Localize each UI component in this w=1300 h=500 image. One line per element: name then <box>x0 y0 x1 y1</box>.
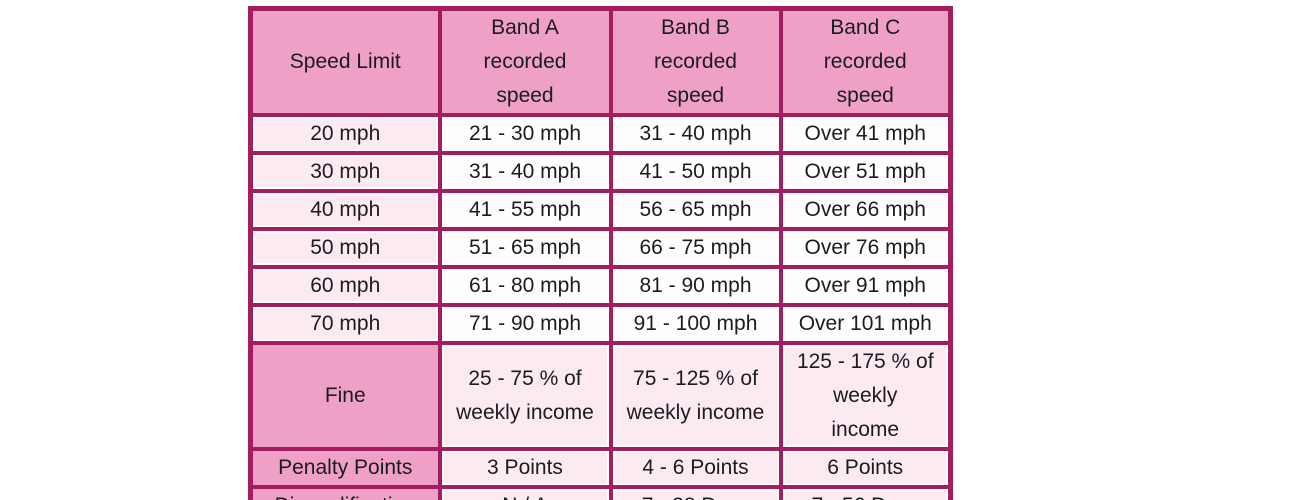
band-a-cell: 41 - 55 mph <box>437 189 613 231</box>
header-band-a: Band A recorded speed <box>437 6 613 117</box>
band-b-cell: 75 - 125 % of weekly income <box>608 341 783 451</box>
band-b-cell: 66 - 75 mph <box>608 227 783 269</box>
band-a-cell: 25 - 75 % of weekly income <box>437 341 613 451</box>
band-c-cell: Over 101 mph <box>778 303 953 345</box>
band-a-cell: 51 - 65 mph <box>437 227 613 269</box>
penalty-points-row: Penalty Points 3 Points 4 - 6 Points 6 P… <box>248 447 953 489</box>
band-c-cell: Over 41 mph <box>778 113 953 155</box>
speed-limit-cell: 20 mph <box>248 113 442 155</box>
band-a-cell: 3 Points <box>437 447 613 489</box>
band-a-cell: 21 - 30 mph <box>437 113 613 155</box>
band-b-cell: 7 - 28 Days <box>608 485 783 500</box>
speed-row-50: 50 mph 51 - 65 mph 66 - 75 mph Over 76 m… <box>248 227 953 269</box>
header-speed-limit: Speed Limit <box>248 6 442 117</box>
header-row: Speed Limit Band A recorded speed Band B… <box>248 6 953 117</box>
band-b-cell: 91 - 100 mph <box>608 303 783 345</box>
speed-limit-cell: 50 mph <box>248 227 442 269</box>
band-a-cell: 71 - 90 mph <box>437 303 613 345</box>
band-c-cell: Over 76 mph <box>778 227 953 269</box>
speed-limit-cell: 40 mph <box>248 189 442 231</box>
speed-row-40: 40 mph 41 - 55 mph 56 - 65 mph Over 66 m… <box>248 189 953 231</box>
speed-limit-cell: 30 mph <box>248 151 442 193</box>
fine-row: Fine 25 - 75 % of weekly income 75 - 125… <box>248 341 953 451</box>
header-band-c: Band C recorded speed <box>778 6 953 117</box>
disqualification-label: Disqualification <box>248 485 442 500</box>
fine-label: Fine <box>248 341 442 451</box>
band-c-cell: 7 - 56 Days <box>778 485 953 500</box>
speed-limit-cell: 70 mph <box>248 303 442 345</box>
band-b-cell: 41 - 50 mph <box>608 151 783 193</box>
penalty-points-label: Penalty Points <box>248 447 442 489</box>
disqualification-row: Disqualification N / A 7 - 28 Days 7 - 5… <box>248 485 953 500</box>
band-c-cell: Over 51 mph <box>778 151 953 193</box>
band-c-cell: 125 - 175 % of weekly income <box>778 341 953 451</box>
speed-limit-cell: 60 mph <box>248 265 442 307</box>
band-c-cell: Over 91 mph <box>778 265 953 307</box>
band-b-cell: 4 - 6 Points <box>608 447 783 489</box>
band-a-cell: 31 - 40 mph <box>437 151 613 193</box>
speed-row-20: 20 mph 21 - 30 mph 31 - 40 mph Over 41 m… <box>248 113 953 155</box>
band-b-cell: 56 - 65 mph <box>608 189 783 231</box>
band-a-cell: N / A <box>437 485 613 500</box>
band-a-cell: 61 - 80 mph <box>437 265 613 307</box>
speed-row-30: 30 mph 31 - 40 mph 41 - 50 mph Over 51 m… <box>248 151 953 193</box>
band-b-cell: 81 - 90 mph <box>608 265 783 307</box>
band-b-cell: 31 - 40 mph <box>608 113 783 155</box>
band-c-cell: 6 Points <box>778 447 953 489</box>
speeding-bands-table: Speed Limit Band A recorded speed Band B… <box>248 6 953 500</box>
speed-row-70: 70 mph 71 - 90 mph 91 - 100 mph Over 101… <box>248 303 953 345</box>
speed-row-60: 60 mph 61 - 80 mph 81 - 90 mph Over 91 m… <box>248 265 953 307</box>
header-band-b: Band B recorded speed <box>608 6 783 117</box>
band-c-cell: Over 66 mph <box>778 189 953 231</box>
